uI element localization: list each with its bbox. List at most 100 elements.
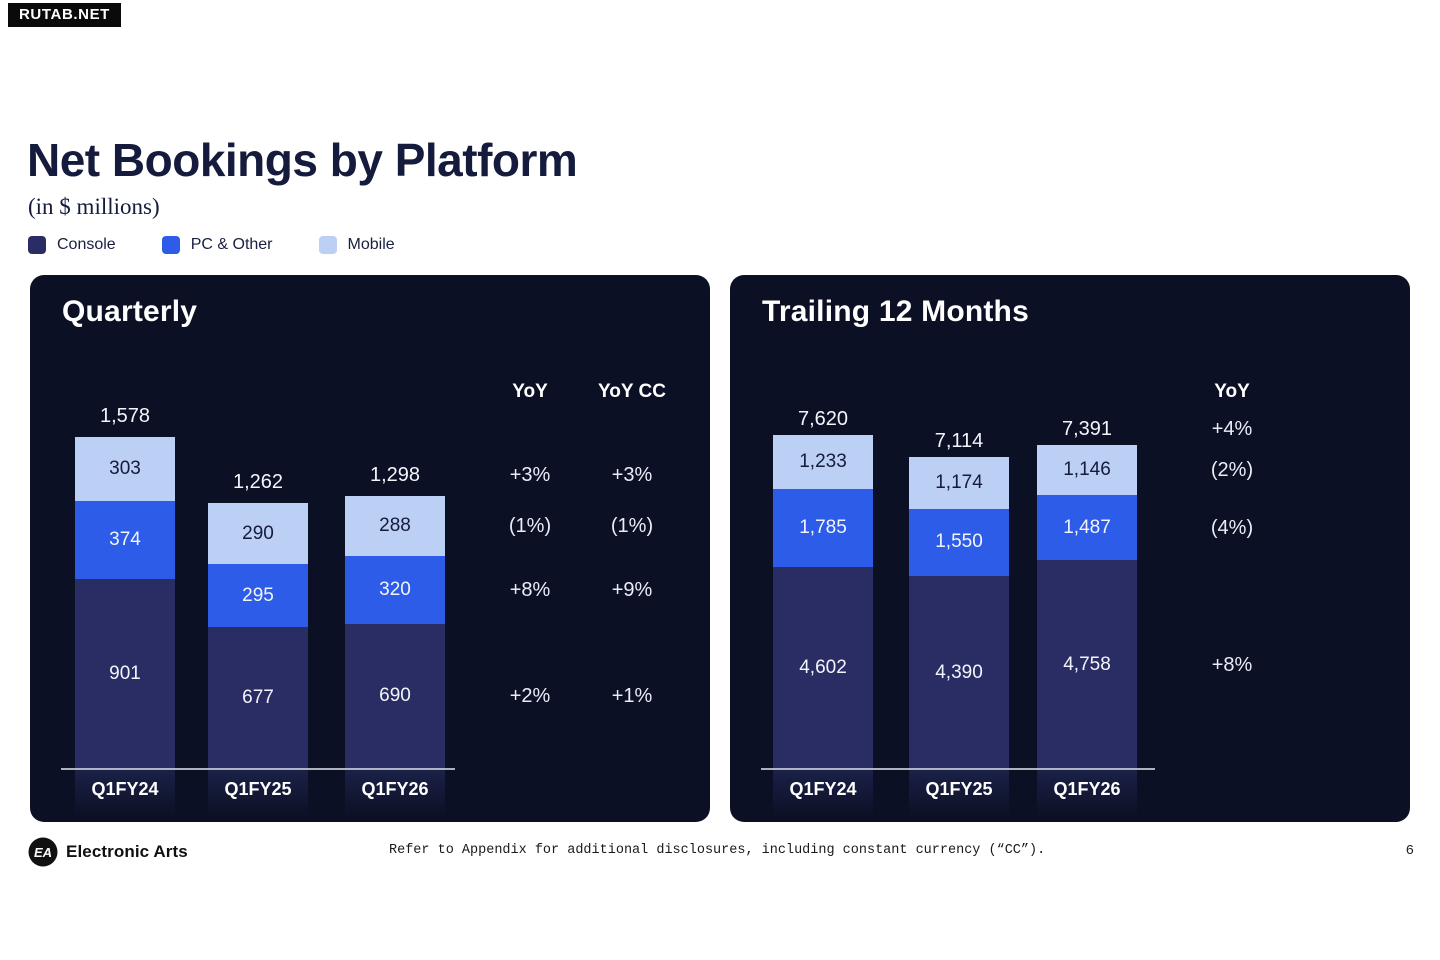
page-subtitle: (in $ millions)	[28, 194, 160, 219]
bar-segment-value: 320	[379, 579, 411, 601]
page-title: Net Bookings by Platform	[27, 134, 578, 186]
bar-segment-mobile: 1,146	[1037, 444, 1137, 496]
quarterly-chart-panel: Quarterly 303 374 901 1,578 Q1FY24 290 295 677 1…	[30, 275, 710, 822]
bar-segment-mobile: 288	[345, 495, 445, 557]
watermark-badge: RUTAB.NET	[8, 3, 121, 27]
yoy-column-header: YoY CC	[598, 381, 666, 402]
quarterly-panel-title: Quarterly	[62, 295, 198, 328]
bar-total-label: 7,114	[934, 430, 984, 453]
bar-segment-mobile: 303	[75, 436, 175, 501]
bar-segment-value: 290	[242, 522, 274, 544]
x-axis-line	[761, 768, 1155, 770]
bar-segment-console: 4,390	[909, 576, 1009, 769]
bar-segment-value: 690	[379, 685, 411, 707]
yoy-value-console: +1%	[611, 685, 653, 708]
bar-segment-console: 901	[75, 579, 175, 769]
bar-segment-value: 303	[109, 457, 141, 479]
bar-segment-pc-other: 1,785	[773, 488, 873, 568]
x-axis-line	[61, 768, 455, 770]
yoy-value-total: +3%	[509, 463, 551, 486]
yoy-value-pc: +9%	[611, 579, 653, 602]
bar-segment-value: 1,785	[799, 517, 847, 539]
bar-segment-console: 4,602	[773, 567, 873, 769]
bar-total-label: 7,620	[797, 407, 849, 430]
bar-reflection	[208, 770, 308, 818]
console-swatch-icon	[28, 236, 46, 254]
bar-total-label: 1,298	[369, 463, 421, 486]
legend-item-mobile: Mobile	[318, 236, 395, 254]
trailing-12-months-chart-panel: Trailing 12 Months 1,233 1,785 4,602 7,620 Q…	[730, 275, 1410, 822]
bar-stack-Q1FY26: 288 320 690	[345, 495, 445, 769]
bar-reflection	[75, 770, 175, 818]
yoy-column-header: YoY	[512, 381, 548, 402]
bar-segment-console: 690	[345, 623, 445, 769]
bar-segment-value: 677	[242, 686, 274, 708]
yoy-value-total: +3%	[611, 463, 653, 486]
bar-stack-Q1FY24: 303 374 901	[75, 436, 175, 769]
bar-segment-value: 1,233	[799, 450, 847, 472]
bar-segment-value: 1,487	[1063, 516, 1111, 538]
yoy-value-pc: +8%	[509, 579, 551, 602]
bar-segment-value: 288	[379, 515, 411, 537]
footer-brand: EA Electronic Arts	[28, 837, 188, 867]
yoy-value-mobile: (2%)	[1210, 459, 1254, 482]
yoy-value-console: +8%	[1211, 653, 1253, 676]
yoy-value-pc: (4%)	[1210, 516, 1254, 539]
bar-segment-pc-other: 1,487	[1037, 495, 1137, 561]
bar-stack-Q1FY26: 1,146 1,487 4,758	[1037, 444, 1137, 769]
bar-segment-value: 4,602	[799, 657, 847, 679]
bar-segment-pc-other: 374	[75, 500, 175, 580]
yoy-value-console: +2%	[509, 685, 551, 708]
x-axis-label: Q1FY25	[224, 779, 292, 799]
bar-total-label: 1,578	[99, 404, 151, 427]
bar-segment-mobile: 1,233	[773, 434, 873, 489]
legend-label: PC & Other	[190, 236, 273, 253]
page-number: 6	[1405, 843, 1414, 859]
bar-segment-mobile: 1,174	[909, 457, 1009, 509]
bar-segment-pc-other: 320	[345, 556, 445, 624]
bar-segment-value: 1,146	[1063, 459, 1111, 481]
bar-segment-value: 295	[242, 584, 274, 606]
x-axis-label: Q1FY24	[91, 779, 159, 799]
bar-segment-mobile: 290	[208, 503, 308, 565]
yoy-column-header: YoY	[1214, 381, 1250, 402]
bar-segment-pc-other: 1,550	[909, 508, 1009, 577]
bar-segment-console: 4,758	[1037, 560, 1137, 769]
bar-reflection	[345, 770, 445, 818]
pc-other-swatch-icon	[161, 236, 180, 254]
yoy-value-mobile: (1%)	[508, 515, 552, 538]
x-axis-label: Q1FY26	[1053, 779, 1121, 799]
bar-segment-pc-other: 295	[208, 564, 308, 627]
yoy-value-mobile: (1%)	[610, 515, 654, 538]
svg-text:EA: EA	[34, 845, 52, 860]
legend-label: Console	[57, 236, 116, 253]
bar-stack-Q1FY25: 290 295 677	[208, 503, 308, 769]
bar-stack-Q1FY25: 1,174 1,550 4,390	[909, 457, 1009, 769]
bar-reflection	[909, 770, 1009, 818]
footer-brand-name: Electronic Arts	[66, 842, 188, 861]
bar-segment-value: 4,390	[935, 661, 983, 683]
legend: Console PC & Other Mobile	[28, 236, 395, 254]
x-axis-label: Q1FY25	[925, 779, 993, 799]
bar-reflection	[773, 770, 873, 818]
yoy-value-total: +4%	[1211, 417, 1253, 440]
ea-logo-icon: EA	[28, 837, 58, 867]
bar-reflection	[1037, 770, 1137, 818]
x-axis-label: Q1FY24	[789, 779, 857, 799]
bar-segment-value: 1,174	[935, 471, 983, 493]
ttm-panel-title: Trailing 12 Months	[762, 295, 1029, 328]
bar-segment-value: 374	[109, 529, 141, 551]
bar-segment-value: 901	[109, 663, 141, 685]
x-axis-label: Q1FY26	[361, 779, 429, 799]
bar-stack-Q1FY24: 1,233 1,785 4,602	[773, 434, 873, 769]
legend-label: Mobile	[347, 236, 395, 253]
bar-segment-console: 677	[208, 626, 308, 769]
bar-segment-value: 4,758	[1063, 653, 1111, 675]
legend-item-console: Console	[28, 236, 116, 254]
legend-item-pc-other: PC & Other	[161, 236, 273, 254]
footer-disclosure-note: Refer to Appendix for additional disclos…	[389, 843, 1046, 858]
bar-segment-value: 1,550	[935, 531, 983, 553]
bar-total-label: 7,391	[1061, 417, 1113, 440]
bar-total-label: 1,262	[232, 471, 284, 494]
mobile-swatch-icon	[318, 236, 337, 254]
